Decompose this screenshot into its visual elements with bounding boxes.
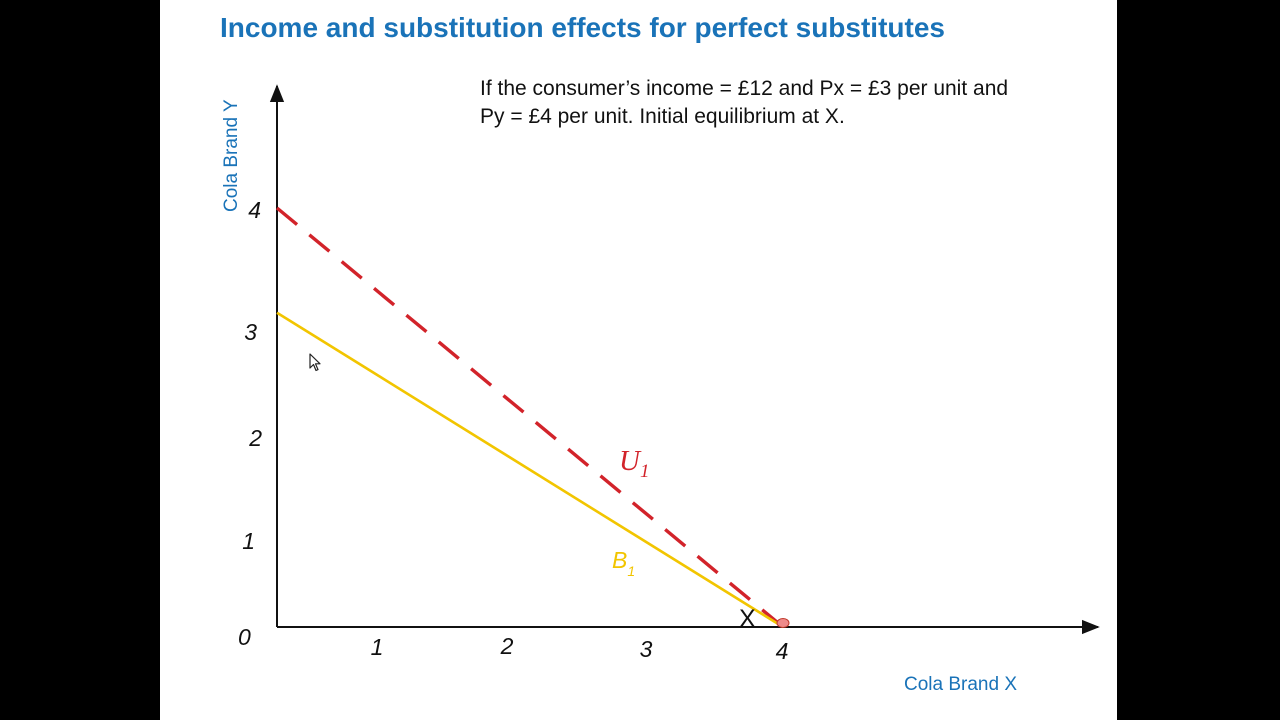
x-tick-1: 1 xyxy=(371,634,384,660)
equilibrium-point xyxy=(776,618,790,628)
origin-label: 0 xyxy=(238,624,251,650)
indifference-curve-label: U1 xyxy=(619,445,649,482)
equilibrium-point-label: X xyxy=(739,605,756,633)
chart-title: Income and substitution effects for perf… xyxy=(220,12,945,43)
y-axis-title: Cola Brand Y xyxy=(221,99,242,212)
budget-line-b1 xyxy=(276,311,784,629)
note-line-1: If the consumer’s income = £12 and Px = … xyxy=(480,77,1008,100)
indifference-curve-u1 xyxy=(275,206,785,629)
y-tick-2: 2 xyxy=(248,425,262,451)
x-tick-3: 3 xyxy=(640,636,653,662)
note-line-2: Py = £4 per unit. Initial equilibrium at… xyxy=(480,105,845,128)
x-tick-4: 4 xyxy=(776,638,789,664)
chart: Income and substitution effects for perf… xyxy=(220,12,1100,695)
x-axis-title: Cola Brand X xyxy=(904,674,1017,695)
mouse-cursor-icon xyxy=(309,353,321,372)
y-tick-4: 4 xyxy=(248,197,261,223)
budget-line-label: B1 xyxy=(612,547,635,579)
x-tick-2: 2 xyxy=(500,633,514,659)
y-tick-1: 1 xyxy=(242,528,255,554)
y-tick-3: 3 xyxy=(244,319,257,345)
slide: Income and substitution effects for perf… xyxy=(160,0,1117,720)
